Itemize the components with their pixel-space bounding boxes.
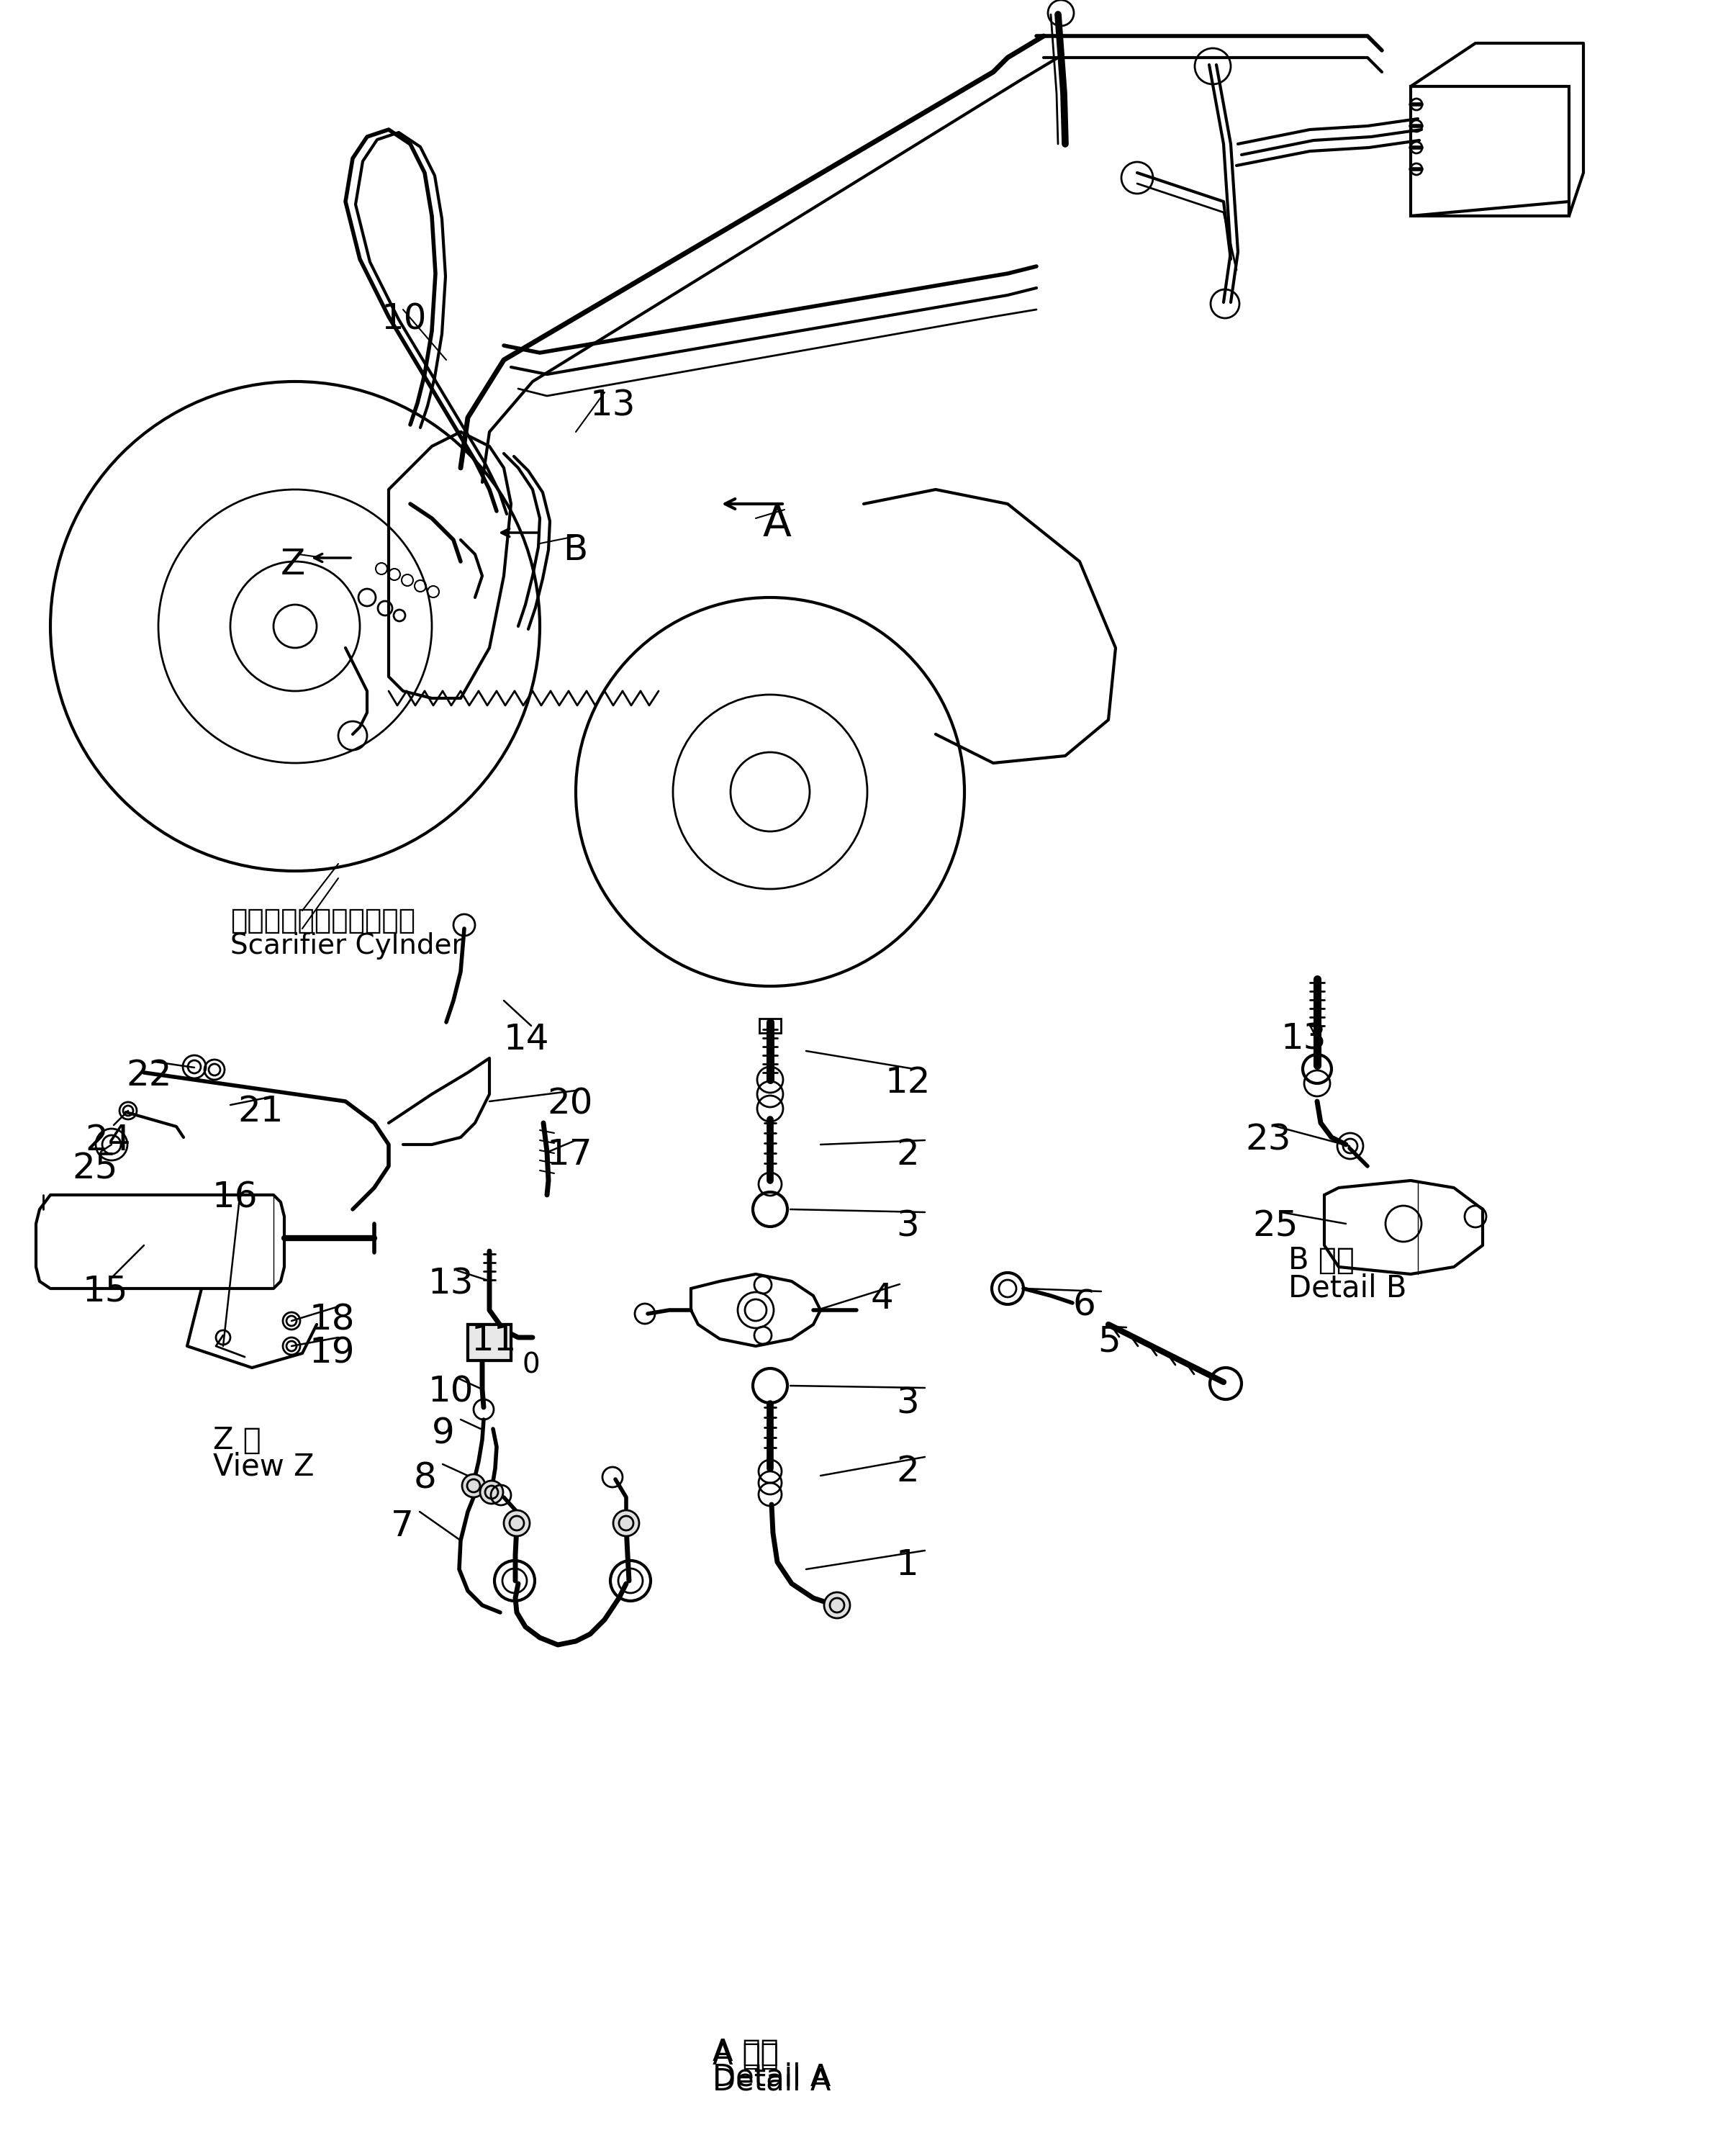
Text: 15: 15 [83, 1274, 128, 1308]
Text: 6: 6 [1073, 1289, 1095, 1323]
Text: 22: 22 [127, 1059, 172, 1093]
Bar [467, 1325, 510, 1360]
Text: 2: 2 [896, 1454, 918, 1489]
Bar [759, 1018, 781, 1033]
Text: 24: 24 [85, 1123, 130, 1158]
Text: 2: 2 [896, 1136, 918, 1173]
Text: 19: 19 [309, 1336, 356, 1370]
Circle shape [825, 1592, 851, 1617]
Bar [467, 1325, 510, 1360]
Text: B 詳細: B 詳細 [1288, 1246, 1354, 1276]
Text: 0: 0 [523, 1351, 540, 1379]
Text: 13: 13 [590, 389, 635, 423]
Text: 13: 13 [429, 1267, 474, 1302]
Text: Detail B: Detail B [1288, 1272, 1406, 1304]
Text: Z 視: Z 視 [214, 1426, 260, 1456]
Text: 9: 9 [432, 1418, 455, 1452]
Text: 18: 18 [309, 1304, 356, 1338]
Bar [1411, 86, 1569, 217]
Text: A 詳細: A 詳細 [712, 2041, 778, 2071]
Text: Scarifier Cylnder: Scarifier Cylnder [231, 932, 464, 960]
Text: 20: 20 [547, 1087, 592, 1121]
Text: View Z: View Z [214, 1452, 314, 1482]
Text: スカリファイヤシリンダ: スカリファイヤシリンダ [231, 906, 415, 934]
Text: Detail A: Detail A [712, 2066, 832, 2096]
Circle shape [481, 1480, 503, 1504]
Text: 5: 5 [1097, 1325, 1120, 1360]
Text: 8: 8 [413, 1461, 437, 1495]
Text: 11: 11 [472, 1323, 517, 1358]
Text: 14: 14 [503, 1022, 550, 1057]
Text: 12: 12 [885, 1065, 930, 1100]
Text: 3: 3 [896, 1209, 918, 1244]
Text: B: B [562, 533, 587, 567]
Circle shape [613, 1510, 639, 1536]
Text: 7: 7 [391, 1508, 413, 1542]
Circle shape [503, 1510, 529, 1536]
Text: 10: 10 [382, 303, 427, 337]
Text: 21: 21 [238, 1093, 283, 1128]
Text: A: A [762, 505, 792, 546]
Text: 25: 25 [1252, 1209, 1299, 1244]
Text: Z: Z [281, 548, 306, 582]
Text: 4: 4 [871, 1282, 894, 1317]
Text: 16: 16 [212, 1181, 259, 1216]
Text: 17: 17 [547, 1136, 592, 1173]
Text: A 詳細: A 詳細 [712, 2036, 778, 2066]
Text: 25: 25 [71, 1151, 118, 1186]
Text: 23: 23 [1245, 1123, 1292, 1158]
Text: 3: 3 [896, 1385, 918, 1420]
Text: 1: 1 [896, 1549, 918, 1583]
Text: 10: 10 [429, 1375, 474, 1409]
Circle shape [462, 1474, 484, 1497]
Text: Detail A: Detail A [712, 2062, 832, 2092]
Text: 13: 13 [1281, 1022, 1326, 1057]
